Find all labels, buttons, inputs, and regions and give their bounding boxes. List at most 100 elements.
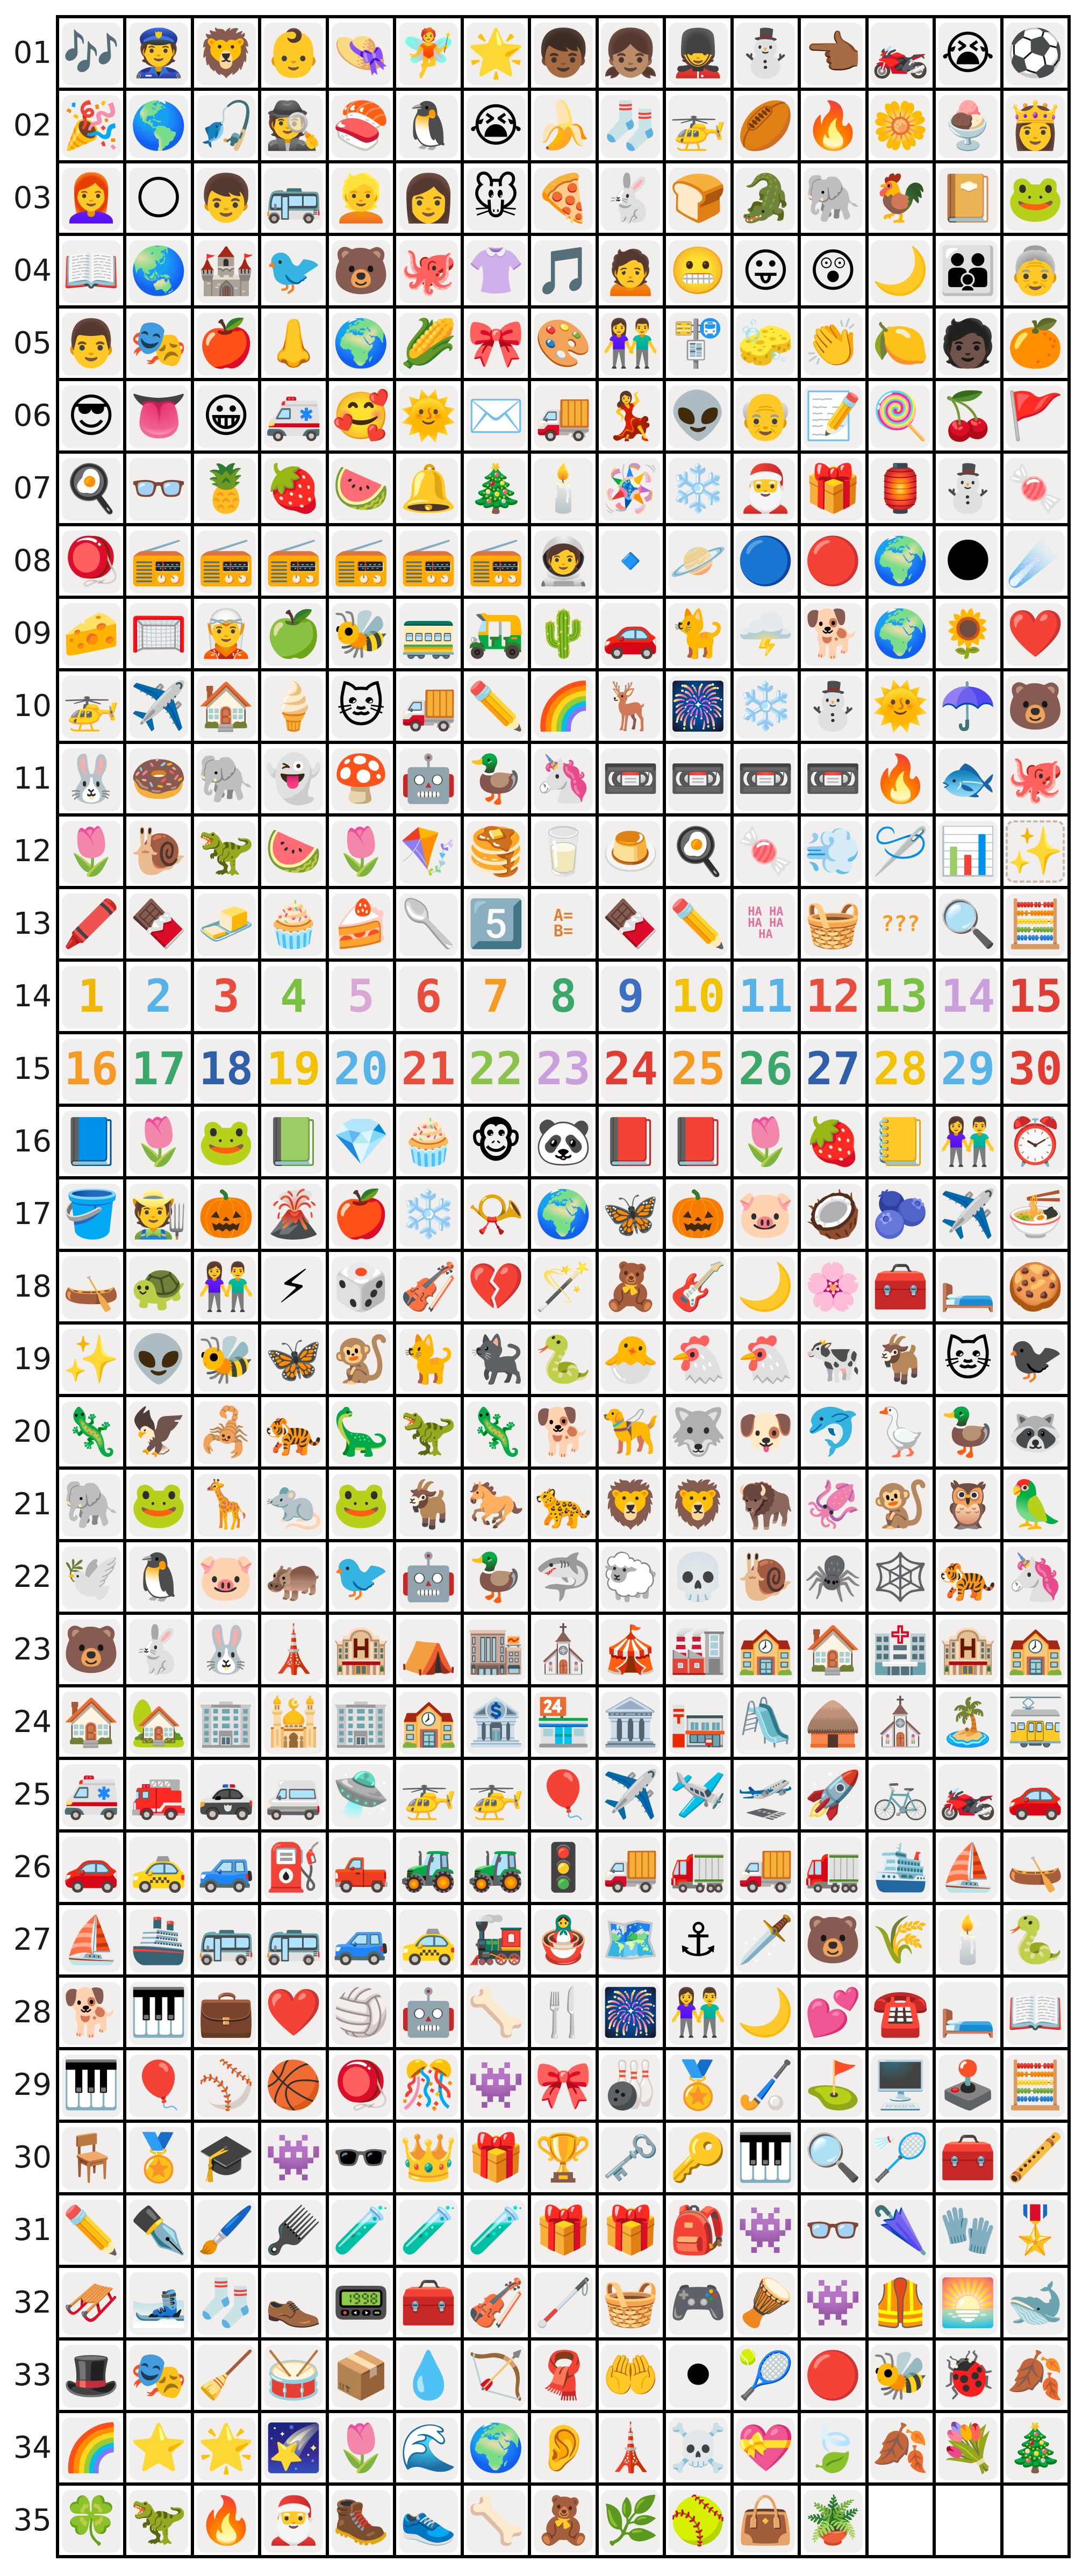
orange-potion[interactable]: 🧪 [463,2195,528,2265]
white-key[interactable]: 🗝️ [598,2123,663,2192]
open-book[interactable]: 📖 [59,236,124,305]
number-17[interactable]: 17 [126,1034,191,1104]
cassette-yellow[interactable]: 📼 [801,744,865,813]
blue-octopus[interactable]: 🐙 [1003,744,1067,813]
bald-man[interactable]: 👴 [733,381,798,450]
turtle[interactable]: 🐢 [126,1252,191,1321]
number-18[interactable]: 18 [194,1034,259,1104]
grimacing-face[interactable]: 😬 [666,236,730,305]
baseball[interactable]: ⚾ [194,2050,259,2120]
shooting-star[interactable]: 🌠 [261,2413,326,2482]
green-invader[interactable]: 👾 [261,2123,326,2192]
party-noisemaker[interactable]: 📯 [463,1179,528,1249]
rainbow[interactable]: 🌈 [531,671,596,741]
playground-slide[interactable]: 🛝 [733,1687,798,1757]
cassette-pink[interactable]: 📼 [666,744,730,813]
potted-flower[interactable]: 🌻 [936,599,1000,668]
radio-gray[interactable]: 📻 [126,526,191,596]
person-dark-skin[interactable]: 🧑🏿 [936,309,1000,378]
harmonica[interactable]: 🪮 [261,2195,326,2265]
striped-ornament[interactable]: 🪅 [598,454,663,523]
ski-poles[interactable]: 🎿 [126,2268,191,2337]
baseball-glove[interactable]: 🥎 [666,2486,730,2555]
number-13[interactable]: 13 [868,962,933,1031]
astronaut[interactable]: 🧑‍🚀 [531,526,596,596]
green-leaf[interactable]: 🍃 [801,2413,865,2482]
rocket[interactable]: 🚀 [801,1760,865,1829]
clapping-hands[interactable]: 👏 [801,309,865,378]
blue-bow[interactable]: 🎀 [531,2050,596,2120]
red-bow[interactable]: 🎀 [463,309,528,378]
mitten[interactable]: 🧤 [936,2195,1000,2265]
dove[interactable]: 🕊️ [59,1542,124,1612]
goat-kid[interactable]: 🐐 [868,1325,933,1394]
hiking-boot[interactable]: 🥾 [328,2486,393,2555]
blond-person[interactable]: 👱 [328,163,393,233]
strawberry-face[interactable]: 🍓 [801,1107,865,1176]
ocean-wave[interactable]: 🌊 [396,2413,461,2482]
snowman-scarf[interactable]: ⛄ [936,454,1000,523]
baby[interactable]: 👶 [261,18,326,88]
game-cartridge[interactable]: 🕹️ [936,2050,1000,2120]
basketball[interactable]: 🏀 [261,2050,326,2120]
jack-o-lantern[interactable]: 🎃 [194,1179,259,1249]
tongue-out-face[interactable]: 😛 [733,236,798,305]
church[interactable]: ⛪ [531,1615,596,1684]
daisy[interactable]: 🌼 [868,91,933,160]
sheep[interactable]: 🐑 [598,1542,663,1612]
pancakes[interactable]: 🥞 [463,817,528,886]
green-dog[interactable]: 🐕 [801,599,865,668]
planet-earth[interactable]: 🌍 [868,526,933,596]
party-popper[interactable]: 🎉 [59,91,124,160]
cow[interactable]: 🐄 [801,1325,865,1394]
award-rosette[interactable]: 🎖️ [1003,2195,1067,2265]
cricket-ball[interactable]: 🔴 [801,2341,865,2410]
sparkles[interactable]: ✨ [59,1325,124,1394]
department-store[interactable]: 🏬 [463,1615,528,1684]
traffic-light[interactable]: 🚦 [531,1833,596,1902]
lollipop[interactable]: 🍭 [868,381,933,450]
double-decker-bus[interactable]: 🚌 [194,1905,259,1974]
ferry[interactable]: 🛳️ [868,1833,933,1902]
green-cargo-truck[interactable]: 🚚 [598,1833,663,1902]
gift[interactable]: 🎁 [801,454,865,523]
musical-note[interactable]: 🎵 [531,236,596,305]
ambulance[interactable]: 🚑 [261,381,326,450]
number-25[interactable]: 25 [666,1034,730,1104]
jellyfish[interactable]: 🦑 [801,1470,865,1539]
brown-dog[interactable]: 🐶 [733,1397,798,1466]
sun-with-face[interactable]: 🌞 [396,381,461,450]
heart-stand[interactable]: 💝 [733,2413,798,2482]
sun-hat[interactable]: 👒 [328,18,393,88]
bison[interactable]: 🦬 [733,1470,798,1539]
snake-in-grass[interactable]: 🐍 [1003,1905,1067,1974]
boy-and-girl[interactable]: 👫 [936,1107,1000,1176]
spider-web[interactable]: 🕸️ [868,1542,933,1612]
striped-scarf[interactable]: 🧣 [531,2341,596,2410]
number-9[interactable]: 9 [598,962,663,1031]
gecko[interactable]: 🦎 [59,1397,124,1466]
red-butterfly[interactable]: 🦋 [261,1325,326,1394]
red-motorbike[interactable]: 🏍️ [936,1760,1000,1829]
red-heart[interactable]: ❤️ [261,1978,326,2047]
toy-basket[interactable]: 🧺 [801,889,865,958]
golf-club[interactable]: ⛳ [801,2050,865,2120]
scorpion[interactable]: 🦂 [194,1397,259,1466]
blue-snowflake[interactable]: ❄️ [733,671,798,741]
red-balloon[interactable]: 🎈 [126,2050,191,2120]
cheese-wedge[interactable]: 🧀 [59,599,124,668]
butterfly-net[interactable]: 🥅 [126,599,191,668]
banana[interactable]: 🍌 [531,91,596,160]
tan-dog[interactable]: 🐕 [59,1978,124,2047]
factory[interactable]: 🏭 [666,1615,730,1684]
christmas-tree[interactable]: 🎄 [463,454,528,523]
baby-dinosaur[interactable]: 🦖 [126,2486,191,2555]
snail[interactable]: 🐌 [126,817,191,886]
rabbit[interactable]: 🐇 [598,163,663,233]
grand-piano[interactable]: 🎹 [59,2050,124,2120]
snowflake[interactable]: ❄️ [666,454,730,523]
alien-head[interactable]: 👽 [126,1325,191,1394]
tulip-face[interactable]: 🌷 [328,2413,393,2482]
beach-ball[interactable]: 🏐 [328,1978,393,2047]
purple-octopus[interactable]: 🐙 [396,236,461,305]
